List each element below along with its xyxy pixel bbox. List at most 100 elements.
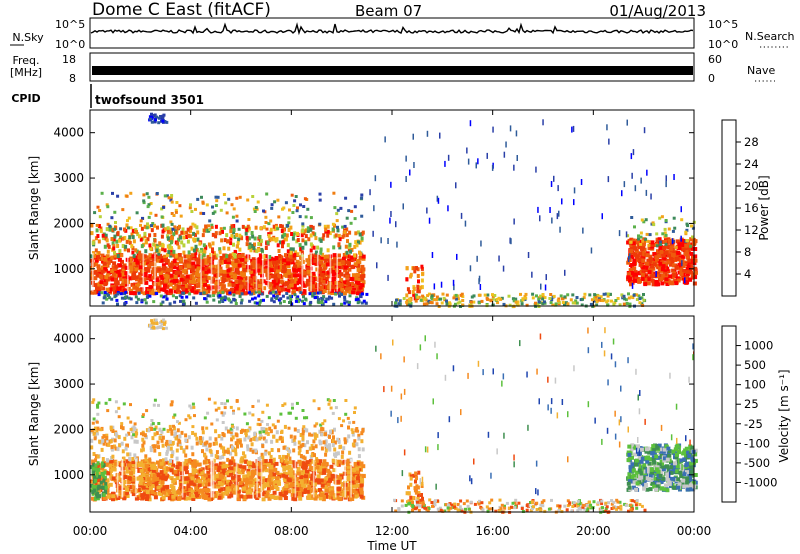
echo-cell xyxy=(262,436,266,441)
echo-cell xyxy=(318,265,323,270)
echo-cell xyxy=(361,292,364,296)
echo-cell xyxy=(115,280,120,285)
echo-cell xyxy=(258,472,263,477)
echo-cell xyxy=(281,243,284,248)
echo-cell xyxy=(332,468,337,473)
echo-cell xyxy=(320,299,324,303)
echo-cell xyxy=(337,439,341,444)
echo-cell xyxy=(176,241,180,246)
echo-cell xyxy=(491,293,494,297)
echo-cell xyxy=(123,466,128,471)
echo-cell xyxy=(655,253,660,257)
echo-cell xyxy=(544,284,547,291)
echo-cell xyxy=(248,483,253,488)
echo-cell xyxy=(233,254,237,259)
echo-cell xyxy=(214,474,219,478)
echo-cell xyxy=(231,435,235,440)
echo-cell xyxy=(437,297,441,301)
echo-cell xyxy=(295,287,299,292)
echo-cell xyxy=(645,189,648,196)
echo-cell xyxy=(195,469,200,474)
echo-cell xyxy=(320,255,325,260)
echo-cell xyxy=(339,444,343,449)
echo-cell xyxy=(646,277,651,282)
echo-cell xyxy=(689,265,694,270)
echo-cell xyxy=(229,229,233,234)
echo-cell xyxy=(509,125,512,132)
echo-cell xyxy=(440,301,444,305)
echo-cell xyxy=(549,207,551,213)
echo-cell xyxy=(516,155,518,161)
echo-cell xyxy=(238,470,242,475)
echo-cell xyxy=(302,289,307,294)
echo-cell xyxy=(157,255,162,260)
echo-cell xyxy=(135,301,139,305)
echo-cell xyxy=(145,428,149,433)
echo-cell xyxy=(234,258,239,263)
echo-cell xyxy=(234,279,239,284)
echo-cell xyxy=(664,277,669,282)
echo-cell xyxy=(536,302,540,306)
echo-cell xyxy=(225,211,229,215)
echo-cell xyxy=(430,301,434,305)
echo-cell xyxy=(514,297,518,301)
echo-cell xyxy=(515,130,518,137)
echo-cell xyxy=(348,242,352,247)
echo-cell xyxy=(315,433,319,438)
echo-cell xyxy=(166,244,170,249)
echo-cell xyxy=(103,282,108,287)
echo-cell xyxy=(286,270,291,275)
echo-cell xyxy=(283,232,287,237)
echo-cell xyxy=(137,275,142,280)
echo-cell xyxy=(343,230,347,235)
echo-cell xyxy=(296,252,300,257)
echo-cell xyxy=(535,294,538,298)
echo-cell xyxy=(521,298,525,302)
echo-cell xyxy=(514,300,518,304)
echo-cell xyxy=(472,300,476,304)
echo-cell xyxy=(151,275,156,280)
echo-cell xyxy=(278,496,283,501)
echo-cell xyxy=(452,296,456,300)
echo-cell xyxy=(287,216,291,220)
echo-cell xyxy=(214,463,219,468)
echo-cell xyxy=(126,484,131,489)
echo-cell xyxy=(207,464,212,469)
echo-cell xyxy=(286,243,290,248)
echo-cell xyxy=(508,303,512,307)
echo-cell xyxy=(397,302,401,306)
echo-cell xyxy=(182,243,186,248)
echo-cell xyxy=(236,489,241,494)
echo-cell xyxy=(409,169,411,176)
echo-cell xyxy=(100,269,105,274)
echo-cell xyxy=(149,202,153,205)
echo-cell xyxy=(204,482,209,487)
echo-cell xyxy=(651,271,656,276)
echo-cell xyxy=(248,279,253,284)
echo-cell xyxy=(353,490,358,495)
echo-cell xyxy=(113,286,118,291)
echo-cell xyxy=(211,205,214,209)
echo-cell xyxy=(316,245,320,250)
echo-cell xyxy=(232,466,237,471)
echo-cell xyxy=(111,241,115,246)
echo-cell xyxy=(116,269,121,274)
echo-cell xyxy=(284,253,287,258)
echo-cell xyxy=(273,484,278,489)
gap-streak xyxy=(329,252,332,292)
echo-cell xyxy=(671,263,676,268)
echo-cell xyxy=(160,480,165,485)
echo-cell xyxy=(601,213,603,220)
echo-cell xyxy=(258,235,262,239)
echo-cell xyxy=(353,217,357,221)
echo-cell xyxy=(557,297,561,301)
echo-cell xyxy=(162,269,166,273)
echo-cell xyxy=(542,119,544,126)
echo-cell xyxy=(653,243,657,247)
echo-cell xyxy=(232,271,237,276)
echo-cell xyxy=(108,227,112,232)
echo-cell xyxy=(140,299,144,303)
echo-cell xyxy=(344,287,349,292)
echo-cell xyxy=(359,487,364,492)
echo-cell xyxy=(321,497,326,502)
